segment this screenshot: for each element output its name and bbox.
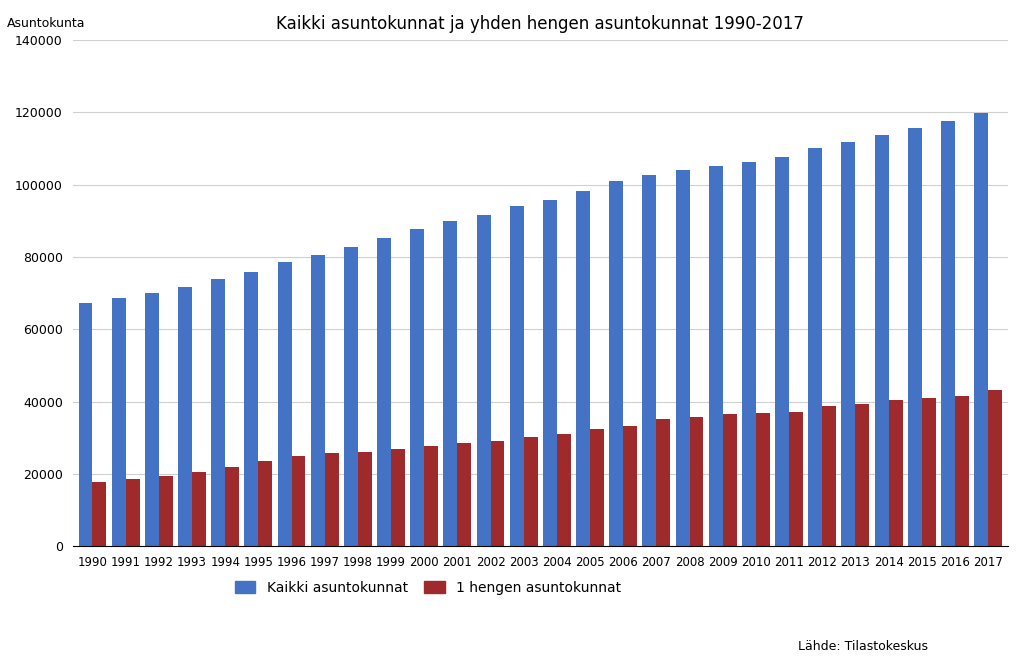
Bar [425,446,438,547]
Bar [590,429,604,547]
Bar [178,287,192,547]
Bar [358,452,371,547]
Bar [709,166,722,547]
Bar [391,449,405,547]
Bar [112,298,126,547]
Bar [192,472,206,547]
Bar [443,221,457,547]
Bar [159,476,173,547]
Bar [822,407,836,547]
Bar [657,419,670,547]
Bar [145,293,159,547]
Bar [311,255,324,547]
Bar [623,426,637,547]
Bar [756,413,770,547]
Bar [775,157,789,547]
Bar [875,135,889,547]
Bar [79,304,92,547]
Bar [675,170,690,547]
Bar [610,181,623,547]
Bar [954,395,969,547]
Bar [557,434,571,547]
Bar [491,441,504,547]
Bar [789,412,803,547]
Bar [344,247,358,547]
Bar [225,466,239,547]
Text: Lähde: Tilastokeskus: Lähde: Tilastokeskus [798,641,928,653]
Bar [690,417,704,547]
Bar [277,262,292,547]
Bar [92,482,106,547]
Bar [642,175,657,547]
Bar [742,162,756,547]
Bar [324,454,339,547]
Text: Asuntokunta: Asuntokunta [7,17,86,30]
Bar [292,456,306,547]
Bar [126,479,139,547]
Bar [907,129,922,547]
Bar [722,413,737,547]
Bar [410,229,425,547]
Bar [457,443,472,547]
Bar [855,404,870,547]
Bar [543,200,557,547]
Legend: Kaikki asuntokunnat, 1 hengen asuntokunnat: Kaikki asuntokunnat, 1 hengen asuntokunn… [229,575,627,600]
Bar [941,121,954,547]
Bar [377,239,391,547]
Bar [974,113,988,547]
Bar [211,279,225,547]
Bar [842,142,855,547]
Bar [988,390,1003,547]
Bar [808,148,822,547]
Bar [524,438,538,547]
Bar [477,215,491,547]
Bar [922,398,936,547]
Bar [509,206,524,547]
Bar [259,461,272,547]
Bar [889,401,902,547]
Bar [576,192,590,547]
Bar [244,272,259,547]
Title: Kaikki asuntokunnat ja yhden hengen asuntokunnat 1990-2017: Kaikki asuntokunnat ja yhden hengen asun… [276,15,804,33]
